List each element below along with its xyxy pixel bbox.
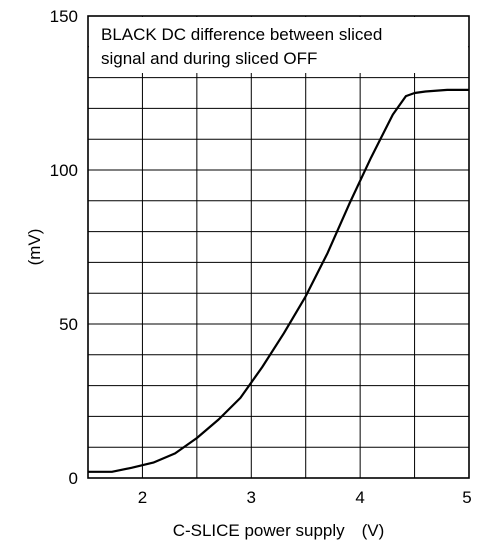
y-tick-label: 0 (69, 469, 78, 488)
y-tick-label: 150 (50, 7, 78, 26)
chart-title-line-2: signal and during sliced OFF (101, 49, 317, 68)
y-tick-label: 50 (59, 315, 78, 334)
y-axis-ticks: 0 50 100 150 (50, 7, 78, 488)
plot-frame (87, 15, 470, 479)
y-tick-label: 100 (50, 161, 78, 180)
grid (88, 16, 469, 478)
x-tick-label: 3 (247, 488, 256, 507)
chart-title-line-1: BLACK DC difference between sliced (101, 25, 382, 44)
series-line (88, 88, 469, 473)
x-axis-ticks: 2 3 4 5 (138, 488, 472, 507)
x-tick-label: 2 (138, 488, 147, 507)
x-tick-label: 4 (355, 488, 364, 507)
y-axis-label: (mV) (25, 229, 44, 266)
chart-title-box: BLACK DC difference between sliced signa… (89, 17, 468, 73)
x-axis-label: C-SLICE power supply (V) (173, 521, 385, 540)
title-background (89, 17, 468, 73)
x-tick-label: 5 (462, 488, 471, 507)
